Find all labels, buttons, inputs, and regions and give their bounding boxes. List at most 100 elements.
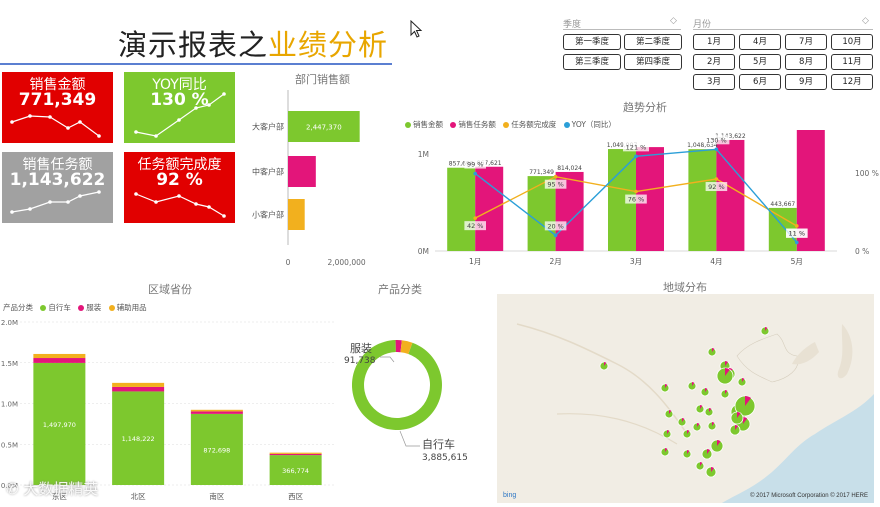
line-point bbox=[714, 177, 719, 181]
month-option[interactable]: 9月 bbox=[785, 74, 827, 90]
map-bubble-slice bbox=[765, 327, 768, 331]
category-label: 北区 bbox=[131, 492, 146, 501]
month-option[interactable]: 6月 bbox=[739, 74, 781, 90]
stacked-bar-segment bbox=[190, 409, 243, 412]
data-label: 1,148,222 bbox=[122, 435, 155, 443]
kpi-sparkline bbox=[134, 92, 226, 138]
watermark: ✆ 大数据精英 bbox=[6, 478, 98, 499]
map-bubble-slice bbox=[705, 388, 708, 392]
data-label: 366,774 bbox=[282, 467, 309, 475]
map-bubble-slice bbox=[692, 382, 695, 386]
category-label: 4月 bbox=[710, 257, 722, 266]
kpi-value: 1,143,622 bbox=[9, 170, 106, 190]
map-bubble-slice bbox=[712, 348, 715, 352]
report-title-highlight: 业绩分析 bbox=[268, 28, 389, 62]
legend-swatch bbox=[563, 122, 570, 128]
trend-legend: 销售金额 销售任务额 任务额完成度 YOY（同比） bbox=[405, 119, 616, 130]
eraser-icon[interactable]: ◇ bbox=[670, 16, 677, 26]
legend-swatch bbox=[78, 305, 85, 311]
data-label: 42 % bbox=[467, 222, 484, 230]
kpi-card-sales-amount[interactable]: 销售金额 771,349 bbox=[2, 72, 113, 143]
month-option[interactable]: 5月 bbox=[739, 54, 781, 70]
bar bbox=[288, 111, 360, 142]
label-bg bbox=[705, 182, 728, 192]
quarter-option[interactable]: 第一季度 bbox=[563, 34, 621, 50]
map-bubble-slice bbox=[665, 448, 668, 452]
quarter-option[interactable]: 第三季度 bbox=[563, 54, 621, 70]
kpi-value: 92 % bbox=[156, 170, 203, 190]
month-option[interactable]: 4月 bbox=[739, 34, 781, 50]
category-label: 小客户部 bbox=[252, 210, 284, 220]
kpi-label: 销售任务额 bbox=[22, 157, 93, 173]
kpi-card-sales-target[interactable]: 销售任务额 1,143,622 bbox=[2, 152, 113, 223]
kpi-label: 任务额完成度 bbox=[137, 157, 222, 173]
map-bubble-slice bbox=[687, 450, 690, 454]
data-label: 1,049,907 bbox=[607, 142, 638, 149]
trend-chart: 0M 1M 0 % 100 % 1月 857,690 867,621 2月 771,349814… bbox=[418, 130, 879, 266]
label-bg bbox=[544, 221, 567, 231]
label-bg bbox=[623, 142, 649, 152]
map-bubble-slice bbox=[682, 418, 685, 422]
line-point bbox=[553, 233, 558, 238]
legend-label: YOY（同比） bbox=[571, 120, 616, 129]
month-slicer-title: 月份 bbox=[693, 20, 712, 30]
watermark-text: 大数据精英 bbox=[23, 480, 99, 498]
label-bg bbox=[625, 194, 647, 204]
bar bbox=[288, 199, 305, 230]
slice-name-label: 服装 bbox=[350, 342, 372, 355]
mouse-cursor-icon bbox=[410, 20, 423, 38]
kpi-card-completion-rate[interactable]: 任务额完成度 92 % bbox=[124, 152, 235, 223]
data-label: 814,024 bbox=[557, 165, 582, 172]
tick-label: 100 % bbox=[855, 169, 879, 178]
legend-label: 销售任务额 bbox=[458, 120, 496, 129]
quarter-option[interactable]: 第四季度 bbox=[624, 54, 682, 70]
month-option[interactable]: 2月 bbox=[693, 54, 735, 70]
category-label: 3月 bbox=[630, 257, 642, 266]
kpi-card-yoy[interactable]: YOY同比 130 % bbox=[124, 72, 235, 143]
title-underline bbox=[0, 63, 392, 65]
callout-line bbox=[380, 356, 395, 363]
eraser-icon[interactable]: ◇ bbox=[862, 16, 869, 26]
map-bubble-slice bbox=[687, 430, 690, 434]
quarter-slicer-divider bbox=[563, 29, 681, 30]
tick-label: 1.5M bbox=[1, 360, 18, 368]
category-label: 南区 bbox=[209, 491, 224, 501]
stacked-bar-segment bbox=[269, 452, 322, 454]
map-bubble-slice bbox=[700, 462, 703, 466]
month-option[interactable]: 12月 bbox=[831, 74, 873, 90]
category-label: 西区 bbox=[288, 492, 303, 501]
month-option[interactable]: 3月 bbox=[693, 74, 735, 90]
slice-value-label: 91,738 bbox=[344, 356, 376, 366]
tick-label: 1.0M bbox=[1, 401, 18, 409]
month-option[interactable]: 1月 bbox=[693, 34, 735, 50]
map-bubble-slice bbox=[743, 417, 748, 424]
data-label: 95 % bbox=[547, 181, 564, 189]
bar-sales bbox=[447, 167, 476, 251]
month-option[interactable]: 11月 bbox=[831, 54, 873, 70]
month-option[interactable]: 7月 bbox=[785, 34, 827, 50]
kpi-value: 771,349 bbox=[18, 90, 97, 110]
month-option[interactable]: 8月 bbox=[785, 54, 827, 70]
label-bg bbox=[464, 159, 486, 169]
stacked-bar-segment bbox=[269, 455, 322, 485]
map-land bbox=[497, 294, 874, 503]
map-river bbox=[516, 323, 688, 435]
report-title-main: 演示报表之 bbox=[118, 28, 269, 62]
tick-label: 2.0M bbox=[1, 319, 18, 327]
map-bubble-slice bbox=[667, 430, 670, 434]
quarter-option[interactable]: 第二季度 bbox=[624, 34, 682, 50]
legend-swatch bbox=[405, 122, 411, 128]
data-label: 771,349 bbox=[529, 169, 554, 176]
line-point bbox=[795, 240, 799, 245]
data-label: 867,621 bbox=[477, 160, 502, 167]
data-label: 1,143,622 bbox=[715, 133, 746, 140]
map-bubble-slice bbox=[717, 440, 721, 446]
map-japan bbox=[837, 324, 853, 379]
geo-map[interactable]: bing © 2017 Microsoft Corporation © 2017… bbox=[497, 294, 874, 503]
label-bg bbox=[786, 228, 808, 238]
legend-title: 产品分类 bbox=[3, 303, 33, 312]
month-option[interactable]: 10月 bbox=[831, 34, 873, 50]
category-label: 1月 bbox=[469, 257, 481, 266]
line-point bbox=[634, 154, 638, 159]
